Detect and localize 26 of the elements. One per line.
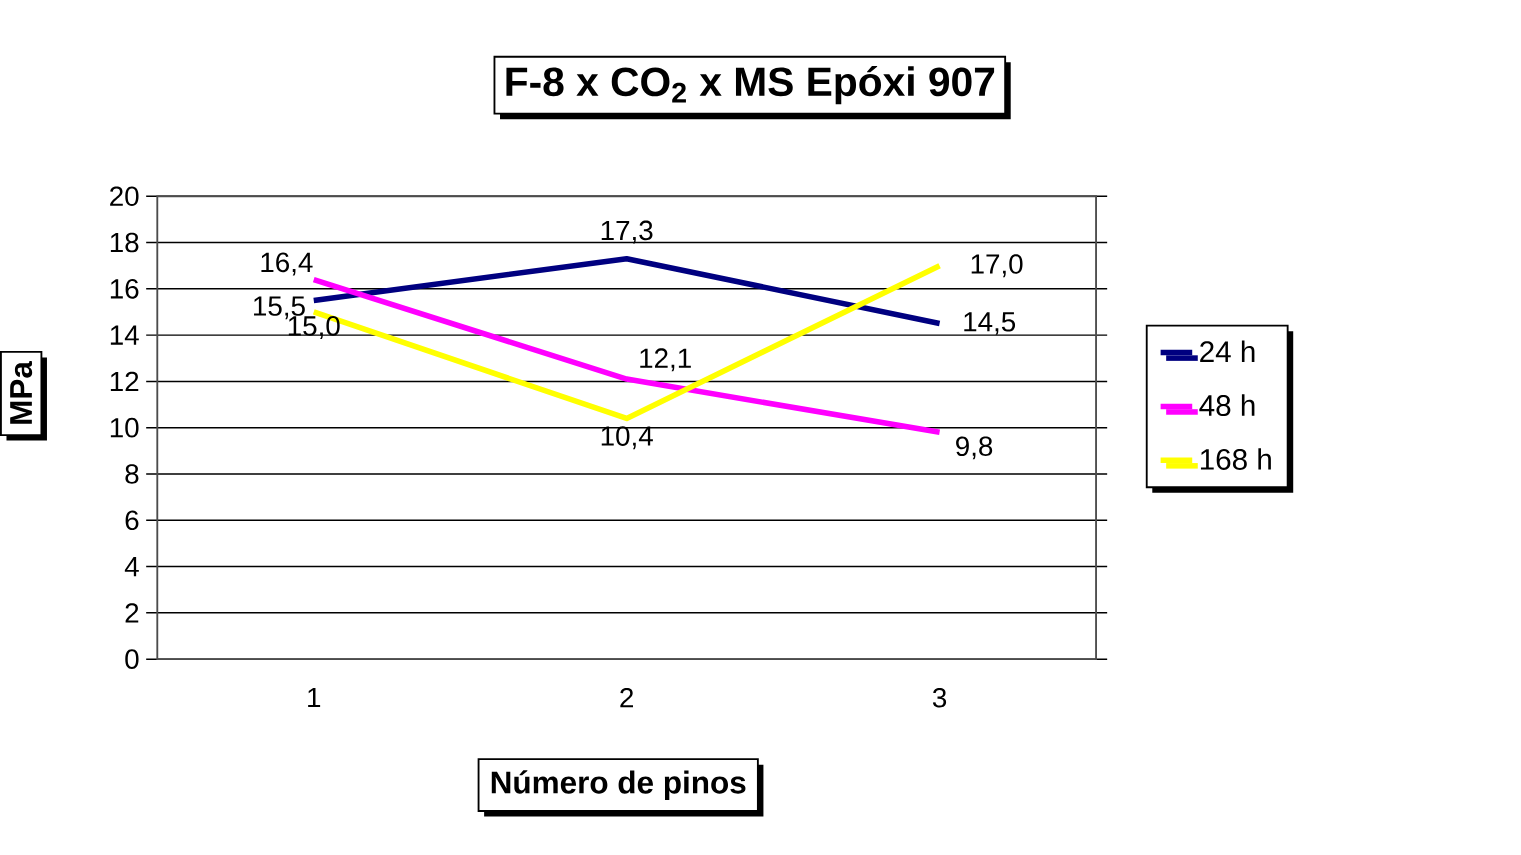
x-tick-label: 1: [308, 687, 321, 707]
legend-label: 24 h: [1200, 340, 1255, 362]
y-axis-title: MPa: [10, 360, 33, 424]
y-tick-label: 18: [110, 232, 139, 253]
data-label: 14,5: [964, 312, 1016, 335]
data-label: 17,0: [971, 254, 1023, 277]
data-label: 17,3: [601, 220, 653, 244]
y-tick-label: 12: [110, 371, 139, 391]
data-label: 9,8: [956, 436, 993, 460]
y-tick-label: 2: [125, 602, 139, 623]
y-tick-label: 10: [110, 417, 139, 438]
y-tick-label: 14: [110, 325, 139, 345]
x-tick-label: 3: [932, 687, 947, 708]
y-tick-label: 6: [125, 510, 139, 530]
data-label: 16,4: [261, 252, 313, 276]
y-tick-label: 0: [125, 649, 139, 669]
legend-label: 48 h: [1199, 394, 1255, 416]
x-tick-label: 2: [620, 687, 634, 708]
y-tick-label: 8: [125, 463, 139, 484]
y-tick-label: 4: [124, 556, 139, 576]
chart-title: F-8 x CO$_{2}$ x MS Epóxi 907: [506, 65, 995, 105]
legend-label: 168 h: [1200, 447, 1271, 470]
y-tick-label: 20: [110, 186, 139, 206]
data-label: 12,1: [640, 348, 691, 372]
y-tick-label: 16: [110, 278, 139, 299]
x-axis-title: Número de pinos: [491, 770, 746, 800]
